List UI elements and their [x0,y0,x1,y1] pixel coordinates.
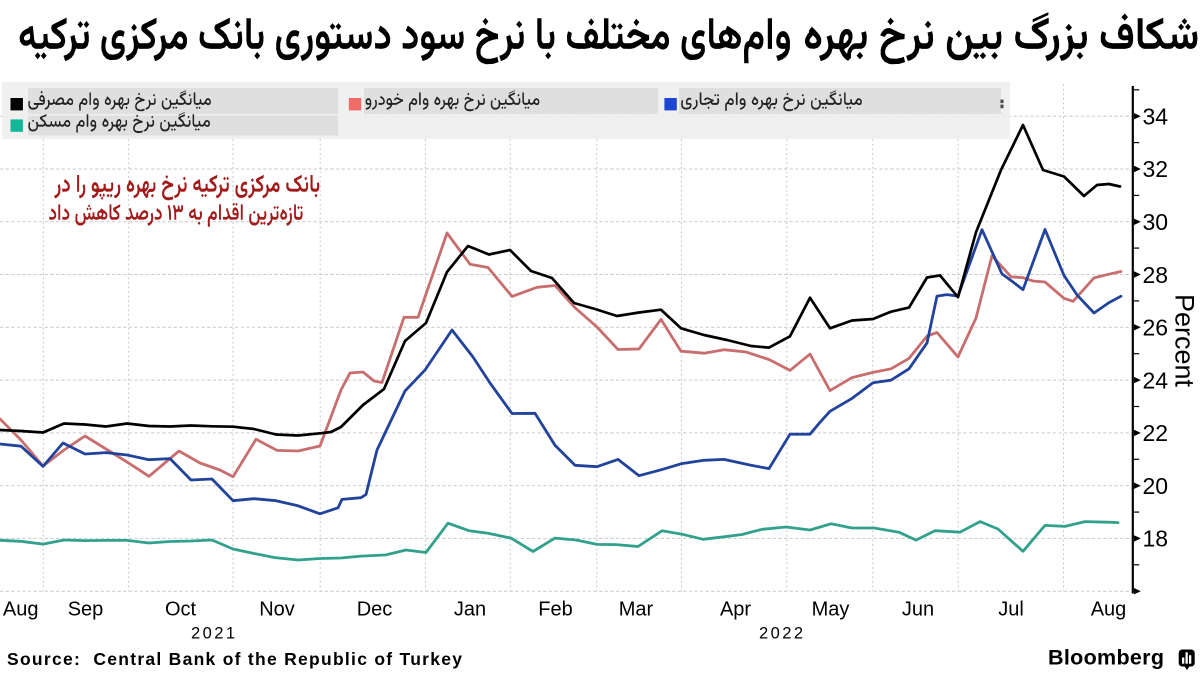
svg-text:Bloomberg: Bloomberg [1048,646,1164,670]
svg-text:34: 34 [1143,104,1169,130]
svg-text:30: 30 [1143,209,1169,235]
svg-text:Dec: Dec [357,599,393,621]
svg-text:Sep: Sep [68,599,104,621]
svg-text:Jan: Jan [454,599,486,621]
svg-text:Feb: Feb [538,599,572,621]
svg-text:Apr: Apr [720,599,751,621]
svg-text:Jul: Jul [998,599,1024,621]
svg-text:Aug: Aug [1091,599,1127,621]
svg-text:32: 32 [1143,156,1169,182]
svg-text:Aug: Aug [3,599,39,621]
svg-text:Percent: Percent [1170,294,1200,388]
svg-text:Oct: Oct [165,599,197,621]
svg-text:20: 20 [1143,473,1169,499]
svg-text:28: 28 [1143,262,1169,288]
svg-text:22: 22 [1143,420,1169,446]
svg-text:May: May [812,599,850,621]
svg-text:18: 18 [1143,526,1169,552]
svg-text:24: 24 [1143,367,1169,393]
svg-text:Source: Central Bank of the R: Source: Central Bank of the Republic of … [7,649,462,669]
svg-text:Jun: Jun [902,599,934,621]
svg-text:26: 26 [1143,315,1169,341]
svg-text:Mar: Mar [619,599,654,621]
svg-text:Nov: Nov [259,599,295,621]
